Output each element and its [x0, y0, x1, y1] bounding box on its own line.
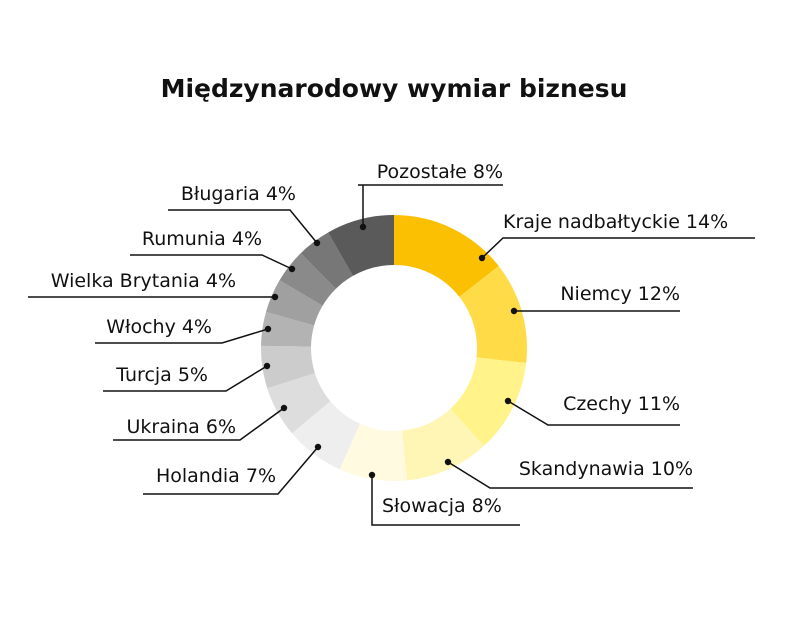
slice-9	[266, 280, 323, 326]
leader-line-2	[507, 400, 680, 426]
leader-line-3	[447, 461, 693, 489]
slice-12	[328, 215, 394, 276]
leader-line-7	[103, 365, 268, 392]
slice-label-6: Ukraina 6%	[126, 416, 236, 438]
slice-label-9: Wielka Brytania 4%	[51, 270, 236, 292]
leader-dot-6	[280, 404, 288, 412]
leader-dot-12	[359, 223, 367, 231]
slice-4	[339, 423, 407, 481]
leader-dot-2	[504, 397, 512, 405]
slice-6	[267, 373, 331, 434]
leader-dot-4	[368, 471, 376, 479]
leader-dot-0	[478, 254, 486, 262]
slice-11	[300, 232, 353, 289]
slice-2	[450, 357, 527, 446]
leader-line-4	[371, 475, 520, 526]
slice-label-3: Skandynawia 10%	[519, 458, 693, 480]
leader-line-12	[358, 184, 503, 227]
leader-dot-1	[510, 307, 518, 315]
slice-label-2: Czechy 11%	[563, 393, 680, 415]
leader-line-5	[143, 446, 319, 495]
slice-1	[459, 266, 527, 364]
leader-dot-5	[314, 443, 322, 451]
slice-label-5: Holandia 7%	[156, 465, 276, 487]
slice-label-10: Rumunia 4%	[142, 228, 262, 250]
slice-label-4: Słowacja 8%	[382, 495, 502, 517]
leader-line-11	[168, 209, 318, 244]
slice-7	[260, 345, 315, 389]
slice-label-1: Niemcy 12%	[560, 283, 680, 305]
slice-label-7: Turcja 5%	[115, 364, 208, 386]
leader-line-10	[130, 254, 293, 270]
leader-line-6	[113, 407, 285, 441]
slice-8	[261, 311, 315, 347]
slice-label-11: Bługaria 4%	[181, 183, 296, 205]
leader-line-0	[481, 237, 755, 259]
slice-0	[394, 215, 499, 297]
slice-label-0: Kraje nadbałtyckie 14%	[503, 211, 728, 233]
slice-3	[402, 409, 485, 481]
leader-dot-10	[288, 265, 296, 273]
leader-dot-9	[271, 293, 279, 301]
leader-dot-8	[264, 325, 272, 333]
slice-label-12: Pozostałe 8%	[377, 161, 503, 183]
chart-title: Międzynarodowy wymiar biznesu	[161, 74, 628, 103]
slice-label-8: Włochy 4%	[106, 316, 212, 338]
leader-line-8	[95, 328, 269, 344]
leader-dot-3	[444, 458, 452, 466]
leader-dot-7	[263, 362, 271, 370]
leader-dot-11	[313, 239, 321, 247]
slice-5	[291, 401, 361, 470]
